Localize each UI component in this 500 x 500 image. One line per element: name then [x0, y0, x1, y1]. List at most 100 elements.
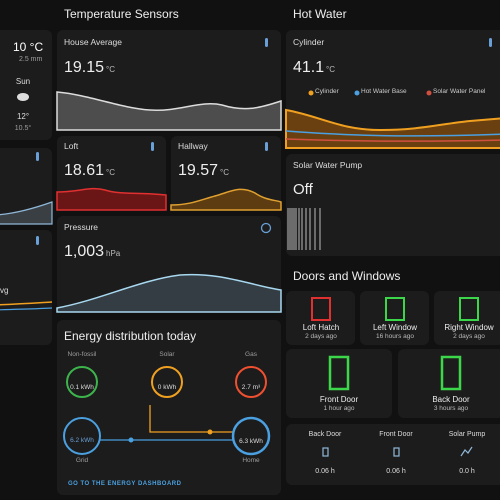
- door-tile[interactable]: [286, 349, 392, 418]
- card-value: 1,003: [64, 243, 105, 260]
- card-unit: °C: [326, 65, 335, 74]
- sparkline: [0, 307, 53, 311]
- card-name: Loft: [64, 141, 79, 151]
- door-tile[interactable]: [360, 291, 429, 345]
- node-label: Non-fossil: [67, 351, 97, 358]
- tile-name: Right Window: [444, 323, 494, 332]
- legend-dot: [426, 90, 432, 96]
- card-name: Cylinder: [293, 37, 325, 47]
- node-grid: [63, 417, 101, 455]
- icons: [36, 38, 492, 245]
- weather-card[interactable]: [0, 30, 52, 140]
- node-label: Gas: [245, 351, 257, 358]
- sparkline: [285, 138, 500, 142]
- legend-label: Cylinder: [315, 88, 339, 95]
- tile-name: Left Window: [372, 323, 418, 332]
- node-value: 6.2 kWh: [70, 437, 94, 444]
- day: Sun: [15, 77, 31, 86]
- icon: [260, 222, 272, 234]
- section-title: Energy distribution today: [64, 329, 197, 343]
- card-unit: hPa: [106, 249, 121, 258]
- card-unit: °C: [106, 168, 115, 177]
- icon-window: [385, 297, 405, 321]
- icon-hatch: [311, 297, 331, 321]
- flow-dot: [128, 437, 134, 443]
- icons: [322, 446, 473, 457]
- legend-label: Solar Water Panel: [433, 88, 486, 95]
- legend-dot: [308, 90, 314, 96]
- pump-history: [287, 208, 321, 250]
- flow-dot: [207, 429, 213, 435]
- sensor-card[interactable]: [0, 230, 52, 345]
- sparkline: [170, 188, 282, 211]
- section-title: Temperature Sensors: [64, 7, 179, 21]
- low: 10.5°: [14, 125, 32, 132]
- card-name: Hallway: [178, 141, 208, 151]
- door-tile[interactable]: [286, 291, 355, 345]
- card-value: 41.1: [293, 59, 325, 76]
- node-label: Home: [242, 457, 260, 464]
- card-value: 19.15: [64, 59, 105, 76]
- tile-time: 2 days ago: [453, 333, 485, 340]
- duration-name: Solar Pump: [448, 431, 486, 438]
- high: 12°: [16, 112, 30, 121]
- duration-value: 0.0 h: [459, 468, 475, 475]
- legend-dot: [354, 90, 360, 96]
- tile-name: Front Door: [319, 395, 359, 404]
- door-tile[interactable]: [398, 349, 500, 418]
- card-name: Pressure: [64, 222, 99, 232]
- icon-window: [459, 297, 479, 321]
- card-value: 18.61: [64, 162, 105, 179]
- node-value: 0 kWh: [157, 384, 177, 391]
- weather-icon: [17, 93, 29, 101]
- icon-door: [328, 355, 350, 391]
- flow-line: [149, 405, 233, 433]
- sparkline: [0, 201, 53, 225]
- section-title: Hot Water: [293, 7, 347, 21]
- tile-name: Back Door: [432, 395, 470, 404]
- sparkline: [0, 301, 53, 306]
- node-value: 0.1 kWh: [70, 384, 94, 391]
- tile-time: 2 days ago: [305, 333, 337, 340]
- node-label: Solar: [159, 351, 175, 358]
- node-home: [231, 416, 271, 456]
- node-nonfossil: [66, 366, 98, 398]
- sparkline: [285, 108, 500, 149]
- node-solar: [151, 366, 183, 398]
- tile-time: 3 hours ago: [433, 405, 469, 412]
- pump-state: Off: [293, 181, 313, 198]
- legend-label: Hot Water Base: [361, 88, 407, 95]
- duration-name: Back Door: [308, 431, 342, 438]
- tile-time: 16 hours ago: [376, 333, 414, 340]
- icon-door: [440, 355, 462, 391]
- dashboard-link[interactable]: GO TO THE ENERGY DASHBOARD: [68, 481, 182, 487]
- sparkline: [56, 273, 282, 313]
- node-value: 6.3 kWh: [239, 438, 263, 445]
- partial-label: vg: [0, 286, 9, 295]
- sparkline: [56, 91, 282, 131]
- energy-card: [57, 320, 281, 495]
- duration-value: 0.06 h: [386, 468, 406, 475]
- duration-value: 0.06 h: [315, 468, 335, 475]
- card-name: Solar Water Pump: [293, 160, 363, 170]
- rain: 2.5 mm: [19, 56, 43, 63]
- temperature: 10 °C: [13, 40, 44, 54]
- tile-time: 1 hour ago: [323, 405, 355, 412]
- card-value: 19.57: [178, 162, 219, 179]
- node-label: Grid: [75, 457, 89, 464]
- tile-name: Loft Hatch: [302, 323, 340, 332]
- card-unit: °C: [106, 65, 115, 74]
- duration-card: [286, 424, 500, 485]
- card-unit: °C: [220, 168, 229, 177]
- sparkline: [285, 130, 500, 137]
- card-name: House Average: [64, 37, 122, 47]
- section-title: Doors and Windows: [293, 269, 401, 283]
- node-value: 2.7 m³: [241, 384, 261, 391]
- sensor-card[interactable]: [286, 154, 500, 256]
- sparkline: [56, 187, 167, 211]
- door-tile[interactable]: [434, 291, 500, 345]
- node-gas: [235, 366, 267, 398]
- duration-name: Front Door: [379, 431, 413, 438]
